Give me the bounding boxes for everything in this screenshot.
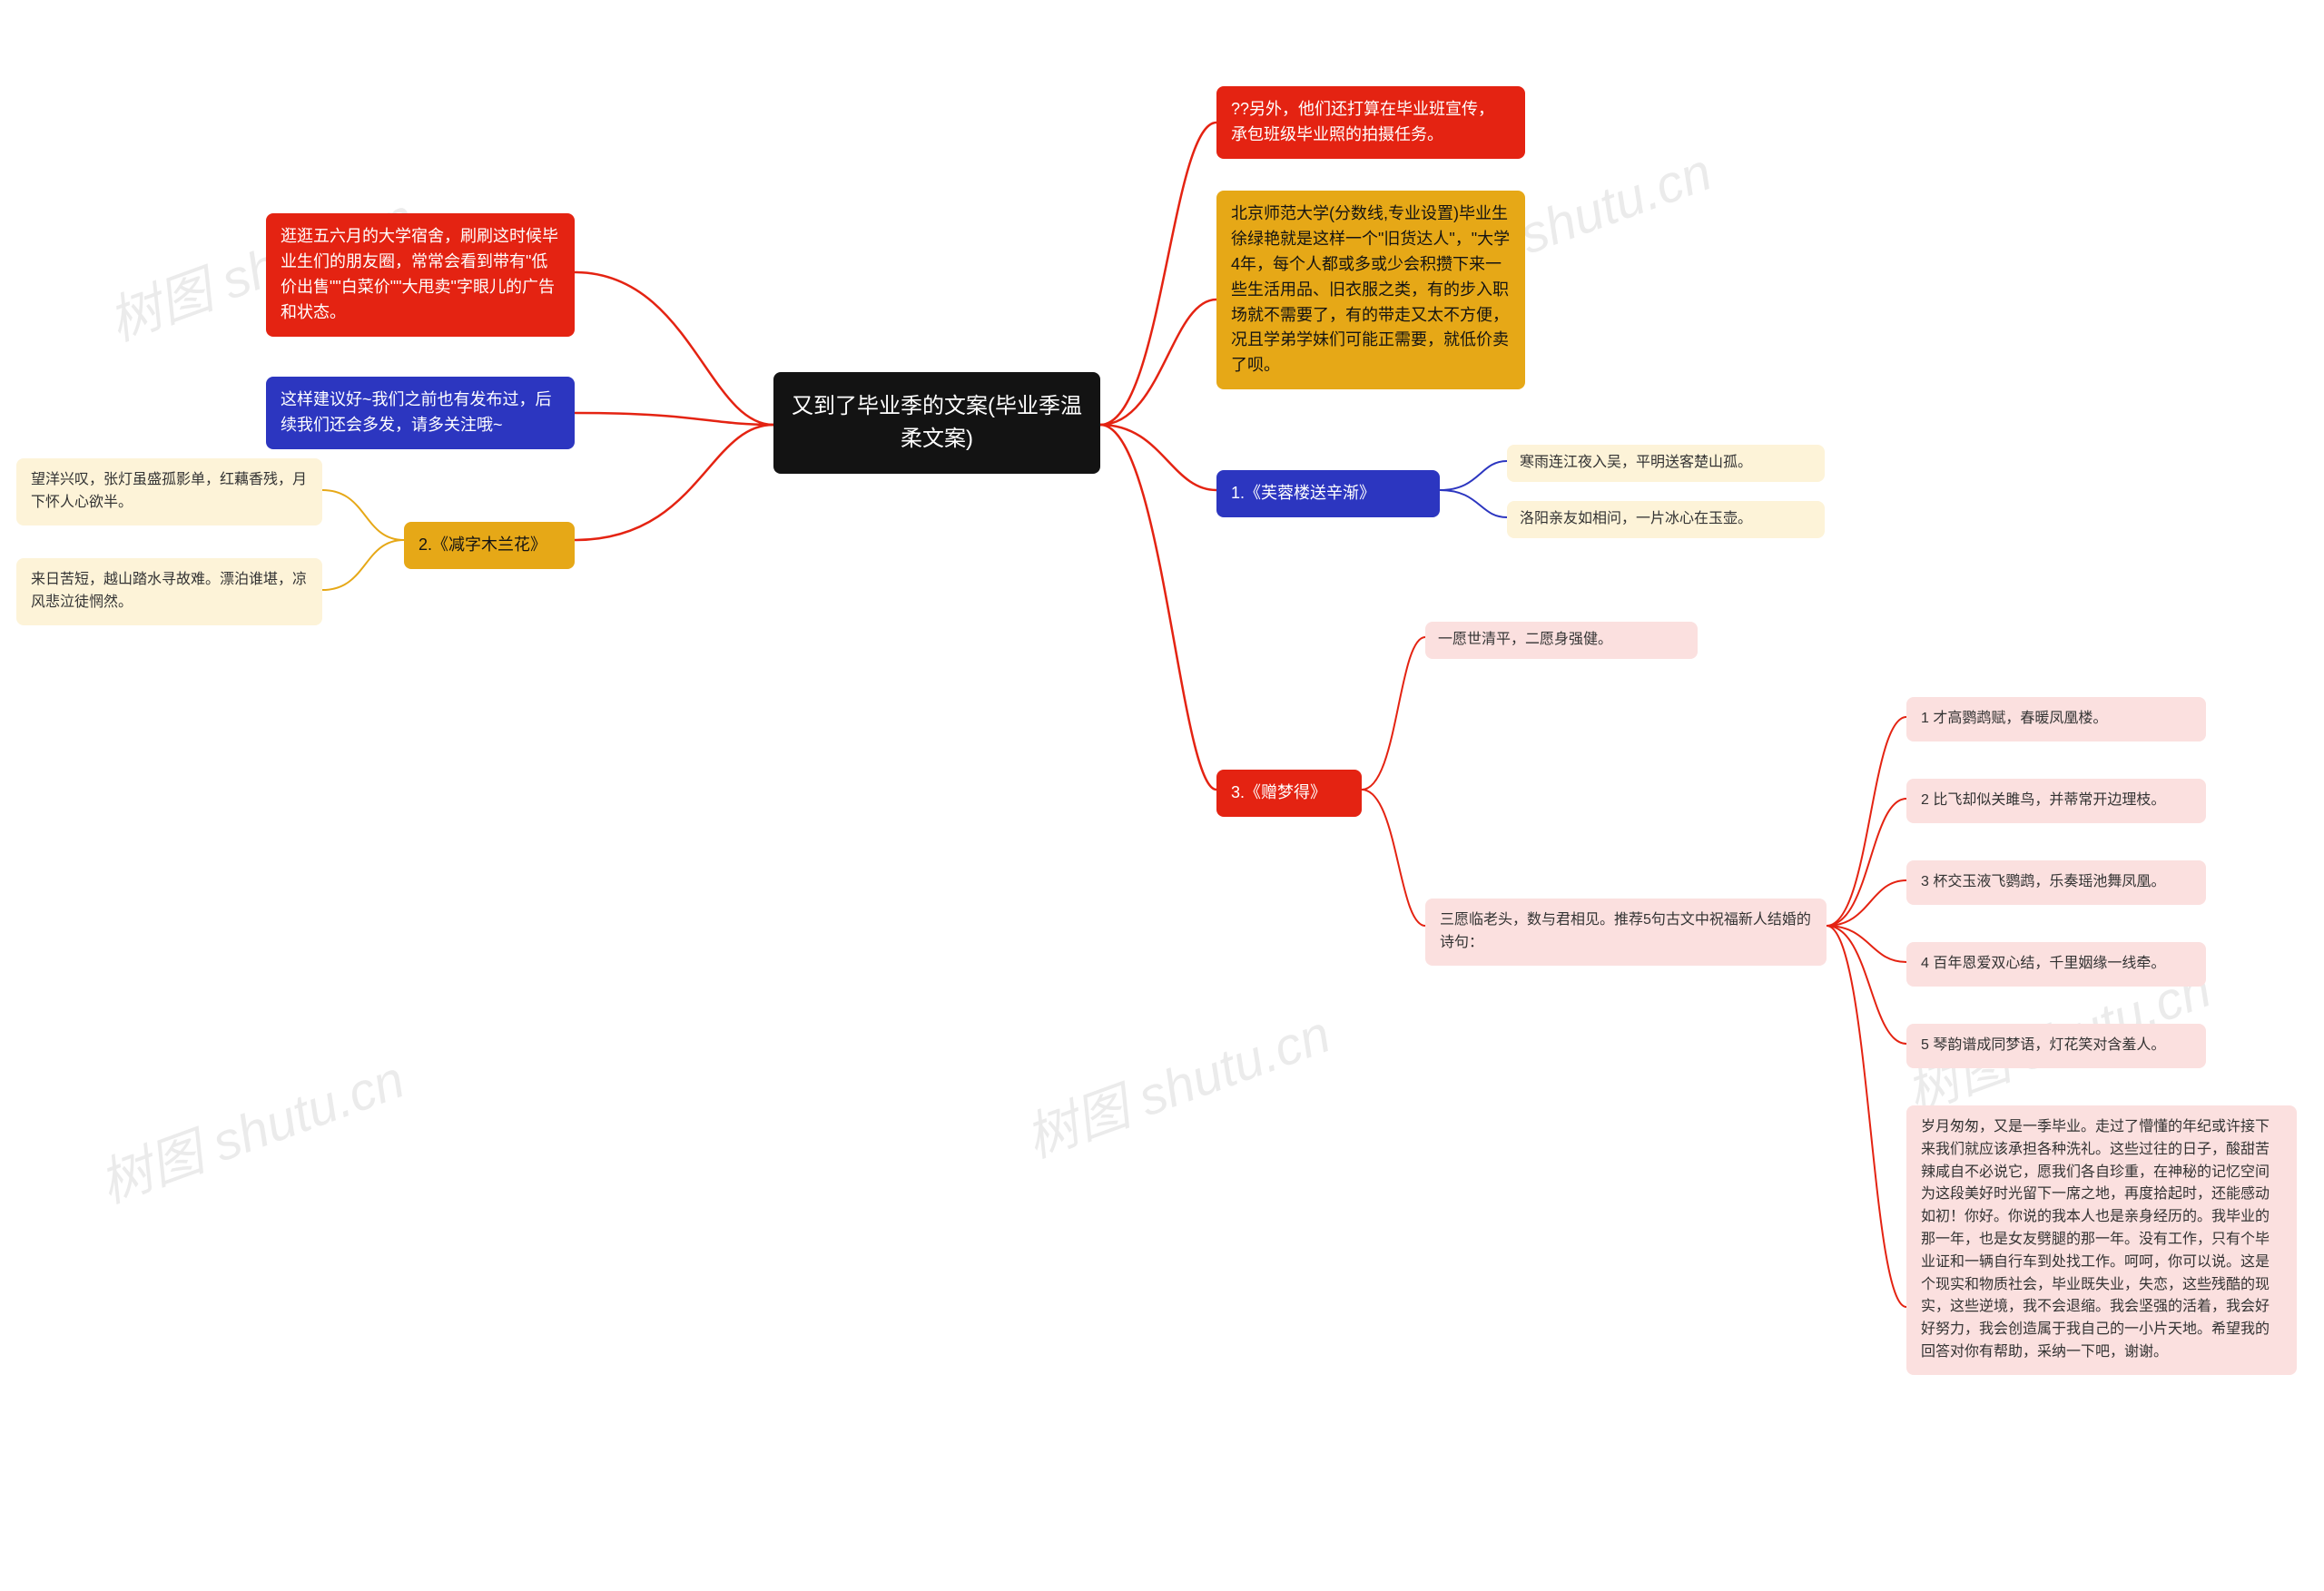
right-node-4b5: 5 琴韵谱成同梦语，灯花笑对含羞人。 [1906, 1024, 2206, 1068]
right-node-3a: 寒雨连江夜入吴，平明送客楚山孤。 [1507, 445, 1825, 482]
left-node-3b: 来日苦短，越山踏水寻故难。漂泊谁堪，凉风悲泣徒惘然。 [16, 558, 322, 625]
watermark: 树图 shutu.cn [87, 1036, 413, 1217]
right-node-2: 北京师范大学(分数线,专业设置)毕业生徐绿艳就是这样一个"旧货达人"，"大学4年… [1216, 191, 1525, 389]
right-node-4: 3.《赠梦得》 [1216, 770, 1362, 817]
right-node-1: ??另外，他们还打算在毕业班宣传，承包班级毕业照的拍摄任务。 [1216, 86, 1525, 159]
right-node-4b1: 1 才高鹦鹉赋，春暖凤凰楼。 [1906, 697, 2206, 741]
right-node-4c: 岁月匆匆，又是一季毕业。走过了懵懂的年纪或许接下来我们就应该承担各种洗礼。这些过… [1906, 1105, 2297, 1375]
watermark: 树图 shutu.cn [1013, 991, 1339, 1172]
right-node-4b: 三愿临老头，数与君相见。推荐5句古文中祝福新人结婚的诗句： [1425, 899, 1827, 966]
right-node-4b3: 3 杯交玉液飞鹦鹉，乐奏瑶池舞凤凰。 [1906, 860, 2206, 905]
right-node-4b2: 2 比飞却似关雎鸟，并蒂常开边理枝。 [1906, 779, 2206, 823]
right-node-3b: 洛阳亲友如相问，一片冰心在玉壶。 [1507, 501, 1825, 538]
left-node-3a: 望洋兴叹，张灯虽盛孤影单，红藕香残，月下怀人心欲半。 [16, 458, 322, 525]
right-node-4a: 一愿世清平，二愿身强健。 [1425, 622, 1698, 659]
left-node-1: 逛逛五六月的大学宿舍，刷刷这时候毕业生们的朋友圈，常常会看到带有"低价出售""白… [266, 213, 575, 337]
left-node-2: 这样建议好~我们之前也有发布过，后续我们还会多发，请多关注哦~ [266, 377, 575, 449]
root-node: 又到了毕业季的文案(毕业季温柔文案) [773, 372, 1100, 474]
right-node-3: 1.《芙蓉楼送辛渐》 [1216, 470, 1440, 517]
left-node-3: 2.《减字木兰花》 [404, 522, 575, 569]
right-node-4b4: 4 百年恩爱双心结，千里姻缘一线牵。 [1906, 942, 2206, 987]
